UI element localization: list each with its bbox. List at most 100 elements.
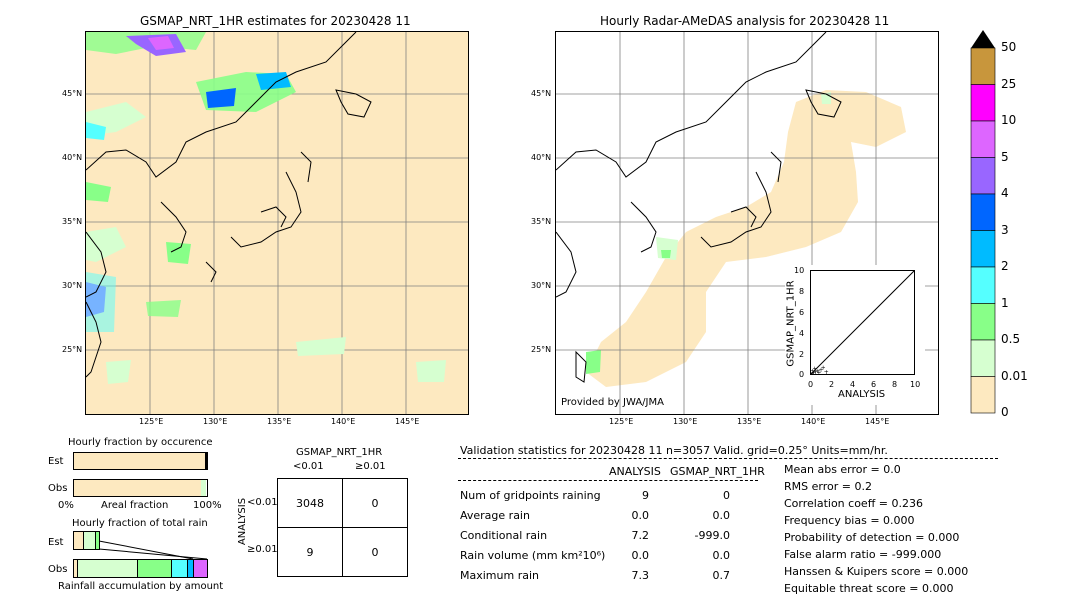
occurrence-axis-mid: Areal fraction — [101, 500, 169, 511]
colorbar-cell — [970, 230, 996, 268]
validation-row-analysis: 7.2 — [631, 529, 650, 542]
contingency-cell-b: 0 — [342, 478, 408, 528]
scatter-point: + — [816, 370, 821, 375]
colorbar-label: 50 — [1001, 40, 1017, 54]
scatter-xlabel: ANALYSIS — [838, 389, 886, 400]
left-map-lon-tick-145: 145°E — [395, 417, 420, 426]
scatter-ytick-10: 10 — [794, 266, 805, 275]
right-map-lat-tick-45: 45°N — [531, 89, 552, 98]
scatter-ytick-6: 6 — [799, 308, 805, 317]
validation-row-gsmap: 0.0 — [712, 549, 731, 562]
validation-row-gsmap: 0.0 — [712, 509, 731, 522]
colorbar-cell — [970, 339, 996, 377]
scatter-point: + — [811, 370, 816, 375]
colorbar-label: 0.5 — [1001, 332, 1021, 346]
left-map-canvas — [86, 32, 468, 414]
scatter-point: + — [819, 367, 824, 374]
right-map-lat-tick-25: 25°N — [531, 345, 552, 354]
contingency-row2: ≥0.01 — [247, 544, 278, 555]
scatter-point: + — [812, 366, 817, 373]
scatter-ylabel: GSMAP_NRT_1HR — [785, 280, 797, 367]
colorbar-cell — [970, 193, 996, 231]
right-map-lon-tick-145: 145°E — [865, 417, 890, 426]
occurrence-est-rain — [205, 453, 207, 469]
colorbar-cell — [970, 157, 996, 195]
colorbar-label: 0.01 — [1001, 368, 1028, 383]
scatter-xtick-2: 2 — [829, 380, 835, 389]
validation-row-gsmap: -999.0 — [694, 529, 730, 542]
diagonal-line — [810, 270, 915, 375]
contingency-cell-c: 9 — [277, 527, 343, 577]
validation-score: Mean abs error = 0.0 — [784, 463, 901, 476]
scatter-ytick-4: 4 — [799, 329, 805, 338]
validation-row-analysis: 0.0 — [631, 549, 650, 562]
left-map-lon-tick-135: 135°E — [267, 417, 292, 426]
scatter-ytick-0: 0 — [799, 370, 805, 379]
contingency-col1: <0.01 — [293, 461, 324, 472]
colorbar-arrow — [971, 30, 995, 48]
left-map-coastlines — [86, 32, 372, 378]
colorbar-cell — [970, 376, 996, 414]
validation-row-label: Num of gridpoints raining — [460, 489, 601, 502]
scatter-point: + — [810, 371, 814, 375]
validation-row-label: Maximum rain — [460, 569, 539, 582]
validation-header: Validation statistics for 20230428 11 n=… — [460, 444, 888, 457]
scatter-xtick-6: 6 — [871, 380, 877, 389]
contingency-col2: ≥0.01 — [355, 461, 386, 472]
scatter-point: + — [810, 368, 815, 375]
colorbar-label: 2 — [1001, 259, 1009, 273]
validation-score: Correlation coeff = 0.236 — [784, 497, 923, 510]
scatter-plot: +++++++++ + — [810, 270, 915, 375]
colorbar-cell — [970, 266, 996, 304]
colorbar-cell — [970, 120, 996, 158]
right-map-lat-tick-30: 30°N — [531, 281, 552, 290]
scatter-points: +++++++++ + — [810, 365, 829, 375]
occurrence-obs-rain — [201, 480, 206, 496]
validation-score: RMS error = 0.2 — [784, 480, 872, 493]
left-map-lat-tick-45: 45°N — [62, 89, 83, 98]
left-map-lat-tick-40: 40°N — [62, 153, 83, 162]
provided-by-label: Provided by JWA/JMA — [561, 397, 664, 408]
validation-header-rule — [458, 458, 998, 459]
right-map-coastlines — [556, 32, 842, 383]
right-map-lon-tick-125: 125°E — [609, 417, 634, 426]
total-rain-footer: Rainfall accumulation by amount — [58, 581, 224, 592]
occurrence-title: Hourly fraction by occurence — [68, 437, 213, 448]
scatter-point: + — [813, 369, 818, 375]
left-map — [85, 31, 469, 415]
contingency-title: GSMAP_NRT_1HR — [296, 447, 383, 458]
contingency-cell-a: 3048 — [277, 478, 343, 528]
left-map-lat-tick-30: 30°N — [62, 281, 83, 290]
scatter-ytick-8: 8 — [799, 287, 805, 296]
validation-row-label: Average rain — [460, 509, 530, 522]
scatter-xtick-4: 4 — [850, 380, 856, 389]
colorbar-label: 1 — [1001, 295, 1009, 310]
colorbar-label: 5 — [1001, 149, 1009, 164]
colorbar-label: 25 — [1001, 76, 1017, 91]
contingency-row1: <0.01 — [247, 497, 278, 508]
colorbar-cell — [970, 303, 996, 341]
total-rain-title: Hourly fraction of total rain — [72, 518, 208, 529]
occurrence-est-bar — [73, 452, 206, 470]
validation-col-gsmap: GSMAP_NRT_1HR — [670, 465, 765, 478]
contingency-table: 3048 0 9 0 — [277, 478, 408, 577]
total-rain-obs-label: Obs — [48, 564, 68, 575]
validation-score: Equitable threat score = 0.000 — [784, 582, 954, 595]
left-map-lat-tick-35: 35°N — [62, 217, 83, 226]
scatter-xtick-10: 10 — [910, 380, 921, 389]
validation-col-analysis: ANALYSIS — [609, 465, 661, 478]
scatter-point: + — [824, 369, 829, 375]
total-rain-bars — [73, 531, 208, 578]
occurrence-bars — [73, 452, 208, 497]
colorbar-label: 10 — [1001, 113, 1017, 127]
left-map-lat-tick-25: 25°N — [62, 345, 83, 354]
validation-row-gsmap: 0.7 — [712, 569, 731, 582]
colorbar-label: 4 — [1001, 186, 1009, 200]
scatter-xtick-8: 8 — [892, 380, 898, 389]
validation-score: Probability of detection = 0.000 — [784, 531, 960, 544]
right-map-lat-tick-40: 40°N — [531, 153, 552, 162]
occurrence-obs-label: Obs — [48, 483, 68, 494]
scatter-point: + — [821, 365, 826, 372]
occurrence-obs-bar — [73, 479, 204, 497]
validation-score: Frequency bias = 0.000 — [784, 514, 915, 527]
